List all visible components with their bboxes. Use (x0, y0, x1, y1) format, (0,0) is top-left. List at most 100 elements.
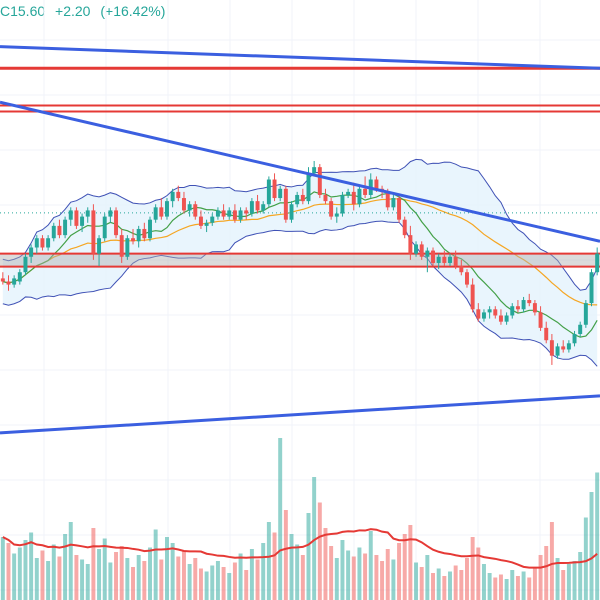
volume-bar (300, 555, 305, 600)
candle-body (391, 198, 396, 208)
volume-bar (476, 547, 481, 600)
candle-body (521, 300, 526, 310)
volume-bar (142, 561, 147, 600)
volume-bar (391, 559, 396, 600)
volume-bar (504, 579, 509, 600)
volume-bar (402, 534, 407, 600)
volume-bar (323, 528, 328, 600)
volume-bar (436, 568, 441, 600)
candle-body (306, 173, 311, 202)
candle-body (595, 253, 600, 273)
candle-body (329, 201, 334, 217)
volume-bar (521, 571, 526, 600)
volume-bar (459, 570, 464, 600)
volume-bar (561, 570, 566, 600)
candle-body (510, 306, 515, 316)
volume-bar (97, 549, 102, 600)
candle-body (414, 244, 419, 254)
candle-body (29, 247, 34, 257)
candle-body (385, 191, 390, 208)
candle-body (578, 324, 583, 335)
candle-body (108, 210, 113, 217)
candles (0, 160, 600, 365)
candle-body (40, 238, 45, 248)
candle-body (481, 312, 486, 319)
volume-bar (261, 543, 266, 600)
candle-body (442, 256, 447, 263)
candle-body (459, 266, 464, 273)
candle-body (221, 210, 226, 217)
volume-bar (80, 559, 85, 600)
candle-body (261, 204, 266, 211)
candle-body (476, 309, 481, 319)
volume-bar (249, 549, 254, 600)
candle-body (555, 346, 560, 356)
candle-body (125, 238, 130, 257)
volume-bar (63, 534, 68, 600)
candle-body (272, 179, 277, 199)
candle-body (153, 207, 158, 220)
trendlines[interactable] (0, 45, 600, 435)
candle-body (187, 204, 192, 211)
volume-bar (510, 570, 515, 600)
candle-body (136, 228, 141, 242)
volume-bar (329, 546, 334, 600)
candle-body (346, 191, 351, 195)
candle-body (527, 300, 532, 304)
candle-body (532, 303, 537, 313)
candle-body (249, 201, 254, 214)
volume-bar (578, 552, 583, 600)
volume-bar (368, 531, 373, 600)
candle-body (165, 201, 169, 217)
candle-body (74, 210, 79, 226)
volume-bar (68, 522, 73, 600)
candle-body (317, 167, 322, 195)
volume-bar (266, 522, 271, 600)
volume-bar (114, 552, 119, 600)
volume-bar (57, 556, 62, 600)
candle-body (210, 216, 215, 223)
trendline[interactable] (0, 45, 600, 70)
volume-bar (6, 543, 11, 600)
volume-bar (278, 438, 283, 600)
candle-body (159, 207, 164, 217)
trendline[interactable] (0, 100, 600, 243)
volume-bar (515, 576, 520, 600)
volume-bar (17, 547, 22, 600)
volume-bar (583, 517, 588, 600)
candle-body (255, 201, 260, 211)
bollinger-bands (0, 158, 600, 367)
volume-bar (448, 571, 452, 600)
candle-body (68, 210, 73, 220)
candle-body (80, 216, 85, 226)
candle-body (85, 210, 90, 217)
candle-body (102, 216, 107, 239)
volume-bar (170, 543, 175, 600)
volume-bar (295, 544, 300, 600)
volume-bar (244, 570, 249, 600)
bollinger-lower (2, 220, 598, 367)
volume-bar (108, 562, 113, 600)
volume-bar (431, 573, 435, 600)
volume-bar (317, 502, 322, 600)
bollinger-upper (2, 158, 598, 291)
volume-bar (465, 558, 469, 600)
candle-body (23, 256, 28, 273)
candle-body (357, 188, 362, 205)
volume-bar (380, 561, 385, 600)
volume-bar (193, 558, 198, 600)
volume-bar (23, 540, 28, 600)
change-value: +2.20 (55, 3, 91, 19)
volume-bar (34, 558, 39, 600)
candle-body (215, 210, 220, 217)
volume-bar (566, 564, 571, 600)
volume-bar (85, 564, 90, 600)
volume-bar (227, 573, 232, 600)
candle-body (295, 194, 300, 205)
volume-bar (414, 562, 419, 600)
trendline[interactable] (0, 394, 600, 435)
candle-body (583, 303, 588, 325)
volume-bar (210, 565, 215, 600)
candle-body (232, 210, 237, 220)
